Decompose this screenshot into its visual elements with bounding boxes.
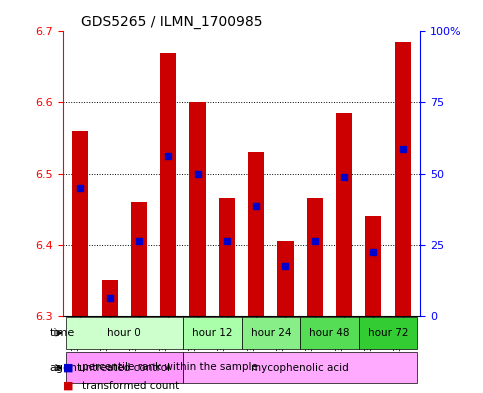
Text: mycophenolic acid: mycophenolic acid [251,363,349,373]
FancyBboxPatch shape [183,318,242,349]
Text: hour 24: hour 24 [251,328,291,338]
Bar [395,42,411,316]
FancyBboxPatch shape [359,318,417,349]
Text: transformed count: transformed count [82,381,179,391]
Bar [72,131,88,316]
Text: percentile rank within the sample: percentile rank within the sample [82,362,258,372]
Text: GDS5265 / ILMN_1700985: GDS5265 / ILMN_1700985 [81,15,262,29]
Bar [336,113,352,316]
Bar [131,202,147,316]
Text: hour 48: hour 48 [309,328,350,338]
Bar [277,241,294,316]
FancyBboxPatch shape [183,352,417,384]
FancyBboxPatch shape [242,318,300,349]
Text: ■: ■ [63,362,73,372]
FancyBboxPatch shape [66,352,183,384]
Text: time: time [50,328,75,338]
Bar [160,53,176,316]
Bar [307,198,323,316]
Text: hour 72: hour 72 [368,328,408,338]
Text: hour 0: hour 0 [107,328,141,338]
Text: ■: ■ [63,381,73,391]
Bar [248,152,264,316]
Bar [189,103,206,316]
Text: untreated control: untreated control [79,363,170,373]
Bar [219,198,235,316]
Bar [365,216,382,316]
Bar [101,280,118,316]
FancyBboxPatch shape [300,318,359,349]
FancyBboxPatch shape [66,318,183,349]
Text: agent: agent [50,363,82,373]
Text: hour 12: hour 12 [192,328,232,338]
